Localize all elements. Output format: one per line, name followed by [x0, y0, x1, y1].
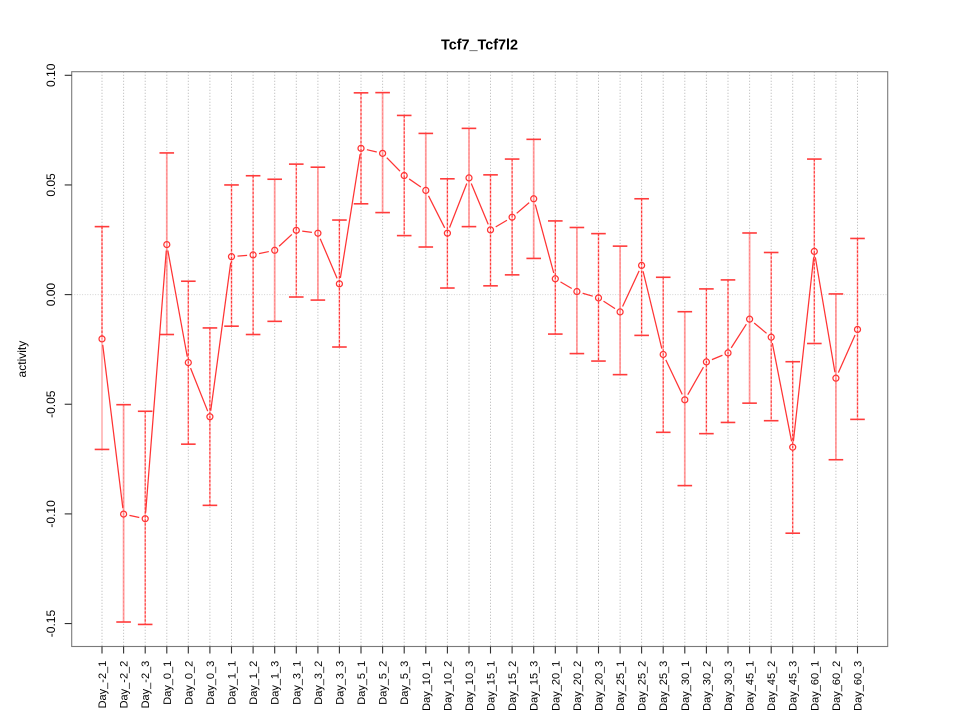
- svg-text:Day_3_1: Day_3_1: [291, 661, 303, 705]
- svg-text:Day_-2_3: Day_-2_3: [140, 661, 152, 709]
- svg-text:-0.15: -0.15: [44, 610, 58, 638]
- svg-text:Day_45_1: Day_45_1: [745, 661, 757, 711]
- svg-text:Day_10_1: Day_10_1: [421, 661, 433, 711]
- svg-text:Day_-2_1: Day_-2_1: [97, 661, 109, 709]
- svg-text:Day_25_1: Day_25_1: [615, 661, 627, 711]
- svg-text:Day_60_1: Day_60_1: [809, 661, 821, 711]
- svg-text:0.10: 0.10: [44, 63, 58, 87]
- svg-text:Day_20_3: Day_20_3: [594, 661, 606, 711]
- svg-text:Day_20_2: Day_20_2: [572, 661, 584, 711]
- svg-text:Day_60_2: Day_60_2: [831, 661, 843, 711]
- svg-text:Day_1_2: Day_1_2: [248, 661, 260, 705]
- svg-text:Day_15_3: Day_15_3: [529, 661, 541, 711]
- svg-text:Day_20_1: Day_20_1: [550, 661, 562, 711]
- svg-text:Day_30_3: Day_30_3: [723, 661, 735, 711]
- svg-text:Day_60_3: Day_60_3: [853, 661, 865, 711]
- svg-text:Day_45_2: Day_45_2: [766, 661, 778, 711]
- svg-text:Day_15_2: Day_15_2: [507, 661, 519, 711]
- svg-text:Day_10_3: Day_10_3: [464, 661, 476, 711]
- svg-text:Day_0_2: Day_0_2: [183, 661, 195, 705]
- svg-text:Day_1_3: Day_1_3: [270, 661, 282, 705]
- svg-text:Day_-2_2: Day_-2_2: [119, 661, 131, 709]
- svg-text:Day_25_2: Day_25_2: [637, 661, 649, 711]
- svg-text:Day_45_3: Day_45_3: [788, 661, 800, 711]
- svg-text:Day_30_1: Day_30_1: [680, 661, 692, 711]
- svg-text:Day_0_3: Day_0_3: [205, 661, 217, 705]
- svg-text:Day_3_2: Day_3_2: [313, 661, 325, 705]
- svg-text:Day_0_1: Day_0_1: [162, 661, 174, 705]
- svg-text:-0.10: -0.10: [44, 500, 58, 528]
- svg-text:Day_1_1: Day_1_1: [227, 661, 239, 705]
- svg-text:Day_15_1: Day_15_1: [486, 661, 498, 711]
- svg-text:Day_5_1: Day_5_1: [356, 661, 368, 705]
- svg-text:Tcf7_Tcf7l2: Tcf7_Tcf7l2: [441, 38, 518, 54]
- svg-text:-0.05: -0.05: [44, 390, 58, 418]
- svg-text:Day_3_3: Day_3_3: [334, 661, 346, 705]
- svg-text:Day_25_3: Day_25_3: [658, 661, 670, 711]
- svg-text:Day_5_2: Day_5_2: [378, 661, 390, 705]
- svg-text:activity: activity: [15, 341, 29, 378]
- svg-text:0.00: 0.00: [44, 283, 58, 307]
- svg-text:0.05: 0.05: [44, 173, 58, 197]
- svg-text:Day_30_2: Day_30_2: [701, 661, 713, 711]
- svg-text:Day_5_3: Day_5_3: [399, 661, 411, 705]
- svg-text:Day_10_2: Day_10_2: [442, 661, 454, 711]
